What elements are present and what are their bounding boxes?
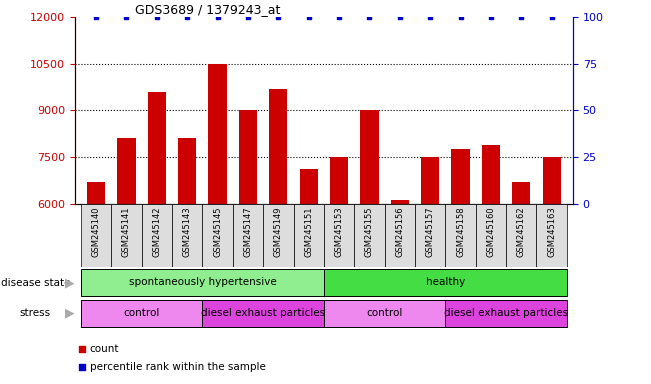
Bar — [142, 204, 172, 267]
Text: GSM245156: GSM245156 — [395, 207, 404, 257]
Point — [546, 14, 557, 20]
Text: diesel exhaust particles: diesel exhaust particles — [444, 308, 568, 318]
Text: GSM245151: GSM245151 — [304, 207, 313, 257]
Bar — [299, 169, 318, 204]
Bar — [148, 92, 166, 204]
Text: stress: stress — [20, 308, 51, 318]
Text: GSM245147: GSM245147 — [243, 207, 253, 257]
Bar — [324, 300, 445, 327]
Bar — [239, 111, 257, 204]
Bar — [81, 300, 202, 327]
Text: ▶: ▶ — [65, 307, 75, 320]
Point — [303, 14, 314, 20]
Point — [486, 14, 496, 20]
Bar — [415, 204, 445, 267]
Bar — [172, 204, 202, 267]
Bar — [512, 182, 531, 204]
Bar — [111, 204, 142, 267]
Bar — [421, 157, 439, 204]
Bar — [81, 269, 324, 296]
Bar — [117, 138, 135, 204]
Point — [212, 14, 223, 20]
Text: GSM245157: GSM245157 — [426, 207, 435, 257]
Bar — [208, 64, 227, 204]
Bar — [360, 111, 378, 204]
Bar — [294, 204, 324, 267]
Text: GSM245155: GSM245155 — [365, 207, 374, 257]
Text: GSM245158: GSM245158 — [456, 207, 465, 257]
Point — [77, 364, 87, 370]
Bar — [87, 182, 105, 204]
Point — [425, 14, 436, 20]
Text: GSM245141: GSM245141 — [122, 207, 131, 257]
Point — [91, 14, 102, 20]
Bar — [270, 89, 288, 204]
Text: healthy: healthy — [426, 277, 465, 287]
Text: GSM245140: GSM245140 — [92, 207, 101, 257]
Point — [516, 14, 527, 20]
Point — [152, 14, 162, 20]
Text: diesel exhaust particles: diesel exhaust particles — [201, 308, 326, 318]
Bar — [330, 157, 348, 204]
Point — [273, 14, 284, 20]
Point — [121, 14, 132, 20]
Text: GSM245142: GSM245142 — [152, 207, 161, 257]
Point — [395, 14, 405, 20]
Bar — [233, 204, 263, 267]
Bar — [178, 138, 197, 204]
Text: count: count — [90, 344, 119, 354]
Bar — [81, 204, 111, 267]
Text: GSM245163: GSM245163 — [547, 207, 556, 257]
Point — [455, 14, 465, 20]
Point — [77, 346, 87, 352]
Bar — [202, 300, 324, 327]
Bar — [202, 204, 233, 267]
Text: GSM245160: GSM245160 — [486, 207, 495, 257]
Bar — [451, 149, 469, 204]
Point — [334, 14, 344, 20]
Bar — [354, 204, 385, 267]
Text: GSM245153: GSM245153 — [335, 207, 344, 257]
Text: control: control — [367, 308, 403, 318]
Text: GSM245145: GSM245145 — [213, 207, 222, 257]
Bar — [506, 204, 536, 267]
Bar — [542, 157, 561, 204]
Bar — [445, 204, 476, 267]
Text: ▶: ▶ — [65, 276, 75, 289]
Text: spontaneously hypertensive: spontaneously hypertensive — [128, 277, 276, 287]
Text: GSM245143: GSM245143 — [183, 207, 192, 257]
Bar — [263, 204, 294, 267]
Text: GDS3689 / 1379243_at: GDS3689 / 1379243_at — [135, 3, 280, 16]
Bar — [445, 300, 567, 327]
Bar — [476, 204, 506, 267]
Bar — [385, 204, 415, 267]
Text: control: control — [124, 308, 160, 318]
Bar — [391, 200, 409, 204]
Point — [243, 14, 253, 20]
Bar — [324, 204, 354, 267]
Bar — [536, 204, 567, 267]
Point — [364, 14, 374, 20]
Point — [182, 14, 193, 20]
Bar — [482, 144, 500, 204]
Text: percentile rank within the sample: percentile rank within the sample — [90, 362, 266, 372]
Text: GSM245149: GSM245149 — [274, 207, 283, 257]
Text: GSM245162: GSM245162 — [517, 207, 526, 257]
Bar — [324, 269, 567, 296]
Text: disease state: disease state — [1, 278, 71, 288]
